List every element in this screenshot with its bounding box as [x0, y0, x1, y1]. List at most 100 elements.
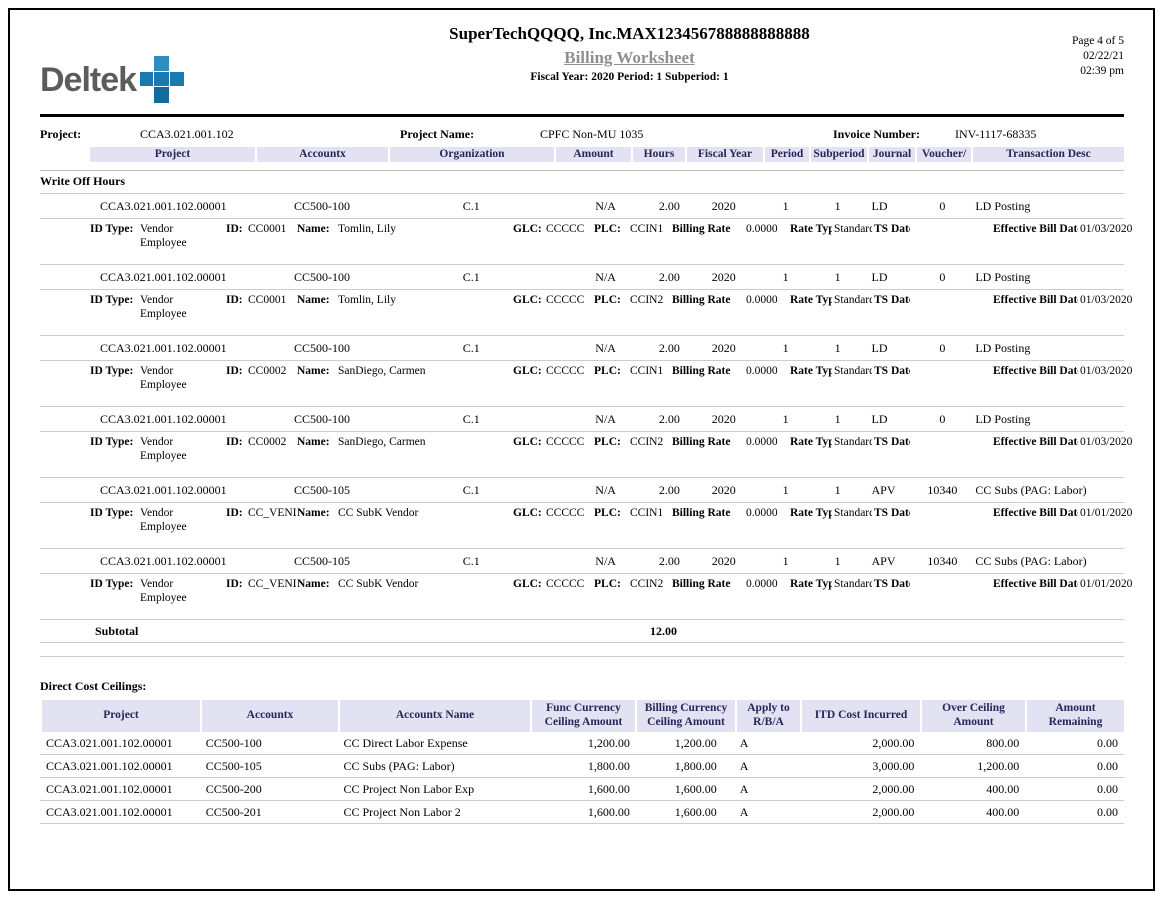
name-value: SanDiego, Carmen: [338, 436, 426, 448]
project-value: CCA3.021.001.102: [140, 127, 234, 141]
name-label: Name:: [297, 507, 330, 519]
ceiling-over-ceiling-amount-cell: 400.00: [986, 781, 1020, 796]
effective-bill-date-label: Effective Bill Date: [993, 294, 1078, 306]
txn-period-cell: 1: [782, 198, 789, 213]
ceiling-billing-ceiling-amount-cell: 1,200.00: [674, 735, 717, 750]
ceiling-itd-cost-incurred-cell: 2,000.00: [872, 781, 915, 796]
effective-bill-date-label: Effective Bill Date: [993, 436, 1078, 448]
txn-accountx-cell: CC500-100: [294, 340, 351, 355]
txn-accountx-cell: CC500-100: [294, 198, 351, 213]
project-name-value: CPFC Non-MU 1035: [540, 127, 644, 141]
transaction-main-row: CCA3.021.001.102.00001 CC500-100 C.1 N/A 2.0…: [40, 193, 1124, 218]
ceiling-billing-ceiling-amount-cell: 1,600.00: [674, 804, 717, 819]
transaction-main-row: CCA3.021.001.102.00001 CC500-100 C.1 N/A 2.0…: [40, 335, 1124, 360]
id-value: CC0001: [248, 294, 287, 306]
txn-organization-cell: C.1: [462, 553, 480, 568]
glc-value: CCCCC: [546, 507, 585, 519]
ceiling-column-header-apply-to-r-b-a: Apply to R/B/A: [737, 700, 800, 732]
glc-label: GLC:: [513, 436, 542, 448]
name-label: Name:: [297, 294, 330, 306]
ceiling-amount-remaining-cell: 0.00: [1097, 781, 1119, 796]
txn-hours-cell: 2.00: [658, 198, 680, 213]
transaction-detail-row: ID Type: Vendor Employee ID: CC0001 Name: Tom…: [40, 218, 1132, 264]
name-value: SanDiego, Carmen: [338, 365, 426, 377]
id-type-label: ID Type:: [90, 223, 134, 235]
id-label: ID:: [226, 294, 243, 306]
txn-subperiod-cell: 1: [834, 411, 841, 426]
plc-label: PLC:: [594, 436, 621, 448]
ceiling-column-header-accountx-name: Accountx Name: [340, 700, 530, 732]
ceilings-table-header: Project Accountx Accountx Name Func Currenc…: [42, 700, 1124, 732]
transaction-rows: CCA3.021.001.102.00001 CC500-100 C.1 N/A 2.0…: [40, 193, 1132, 619]
txn-period-cell: 1: [782, 340, 789, 355]
ceiling-row: CCA3.021.001.102.00001 CC500-200 CC Projec…: [40, 778, 1124, 801]
plc-value: CCIN2: [630, 294, 664, 306]
ceiling-column-header-accountx: Accountx: [202, 700, 338, 732]
page-number: Page 4 of 5: [1071, 35, 1124, 47]
txn-subperiod-cell: 1: [834, 269, 841, 284]
main-table-header: Project Accountx Organization Amount Hours Fi…: [40, 147, 1124, 162]
id-label: ID:: [226, 507, 243, 519]
ceiling-apply-to-cell: A: [739, 804, 749, 819]
ceiling-accountx-name-cell: CC Direct Labor Expense: [343, 735, 468, 750]
ceiling-billing-ceiling-amount-cell: 1,600.00: [674, 781, 717, 796]
txn-voucher-cell: 0: [939, 411, 946, 426]
txn-project-cell: CCA3.021.001.102.00001: [100, 269, 227, 284]
billing-rate-label: Billing Rate: [672, 436, 731, 448]
txn-accountx-cell: CC500-105: [294, 482, 351, 497]
id-type-value: Vendor Employee: [140, 223, 187, 249]
transaction-block: CCA3.021.001.102.00001 CC500-100 C.1 N/A 2.0…: [40, 406, 1132, 477]
txn-project-cell: CCA3.021.001.102.00001: [100, 553, 227, 568]
ceiling-row: CCA3.021.001.102.00001 CC500-105 CC Subs (…: [40, 755, 1124, 778]
transaction-detail-row: ID Type: Vendor Employee ID: CC0001 Name: Tom…: [40, 289, 1132, 335]
txn-fiscal-year-cell: 2020: [711, 340, 736, 355]
id-value: CC0002: [248, 365, 287, 377]
id-value: CC_VEND_El: [248, 578, 296, 590]
effective-bill-date-value: 01/03/2020: [1080, 436, 1133, 448]
plc-value: CCIN1: [630, 507, 664, 519]
ceiling-column-header-project: Project: [42, 700, 200, 732]
txn-project-cell: CCA3.021.001.102.00001: [100, 411, 227, 426]
ceiling-accountx-cell: CC500-100: [205, 735, 262, 750]
ceiling-amount-remaining-cell: 0.00: [1097, 735, 1119, 750]
title-block: SuperTechQQQQ, Inc.MAX123456788888888888…: [255, 24, 1004, 83]
rate-type-label: Rate Type: [790, 578, 832, 590]
plc-label: PLC:: [594, 507, 621, 519]
ceiling-billing-ceiling-amount-cell: 1,800.00: [674, 758, 717, 773]
id-label: ID:: [226, 578, 243, 590]
txn-hours-cell: 2.00: [658, 411, 680, 426]
ceiling-accountx-name-cell: CC Subs (PAG: Labor): [343, 758, 455, 773]
txn-project-cell: CCA3.021.001.102.00001: [100, 340, 227, 355]
glc-value: CCCCC: [546, 365, 585, 377]
effective-bill-date-label: Effective Bill Date: [993, 365, 1078, 377]
invoice-number-value: INV-1117-68335: [955, 127, 1037, 141]
ceiling-over-ceiling-amount-cell: 800.00: [986, 735, 1020, 750]
ceiling-func-ceiling-amount-cell: 1,600.00: [587, 804, 630, 819]
effective-bill-date-value: 01/03/2020: [1080, 223, 1133, 235]
glc-label: GLC:: [513, 578, 542, 590]
id-type-value: Vendor Employee: [140, 294, 187, 320]
ceiling-project-cell: CCA3.021.001.102.00001: [46, 735, 173, 750]
transaction-detail-row: ID Type: Vendor Employee ID: CC0002 Name: San…: [40, 431, 1132, 477]
column-header-voucher: Voucher/: [917, 147, 971, 162]
billing-rate-value: 0.0000: [746, 436, 778, 448]
report-time: 02:39 pm: [1080, 64, 1124, 77]
subtotal-hours-value: 12.00: [650, 624, 677, 638]
txn-transaction-desc-cell: LD Posting: [975, 411, 1031, 426]
id-type-label: ID Type:: [90, 436, 134, 448]
ceiling-itd-cost-incurred-cell: 2,000.00: [872, 804, 915, 819]
txn-organization-cell: C.1: [462, 482, 480, 497]
id-type-label: ID Type:: [90, 578, 134, 590]
rate-type-label: Rate Type: [790, 436, 832, 448]
txn-hours-cell: 2.00: [658, 269, 680, 284]
rate-type-value: Standard: [834, 578, 872, 590]
column-header-hours: Hours: [633, 147, 685, 162]
ceiling-column-header-itd-cost-incurred: ITD Cost Incurred: [802, 700, 920, 732]
name-value: Tomlin, Lily: [338, 223, 396, 235]
txn-voucher-cell: 0: [939, 198, 946, 213]
txn-organization-cell: C.1: [462, 198, 480, 213]
column-header-subperiod: Subperiod: [811, 147, 867, 162]
txn-fiscal-year-cell: 2020: [711, 553, 736, 568]
txn-hours-cell: 2.00: [658, 482, 680, 497]
transaction-main-row: CCA3.021.001.102.00001 CC500-100 C.1 N/A 2.0…: [40, 264, 1124, 289]
